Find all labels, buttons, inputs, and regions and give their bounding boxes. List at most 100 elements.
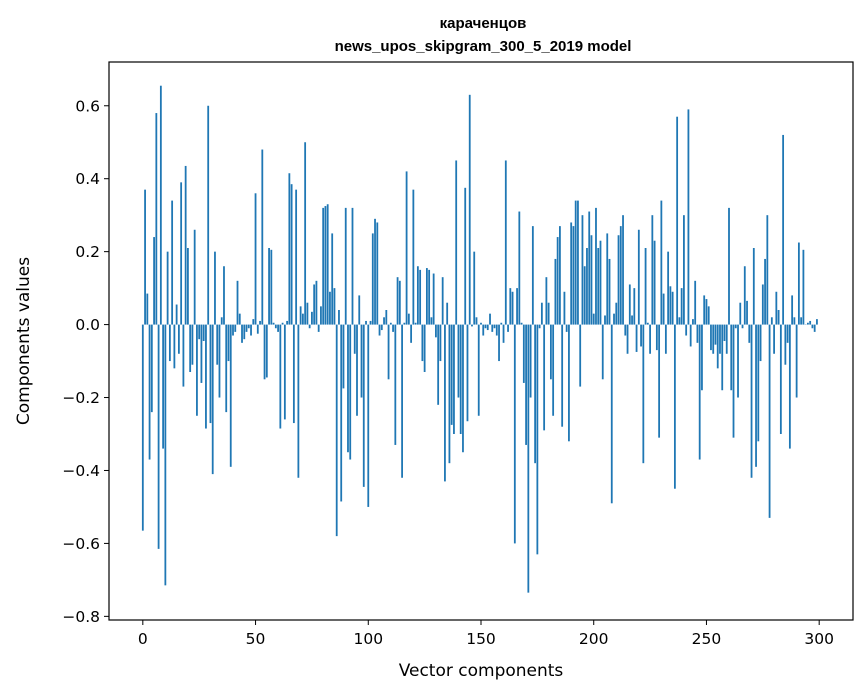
bar-68 [295, 189, 298, 325]
bar-9 [162, 324, 165, 449]
bar-83 [329, 291, 331, 325]
bar-200 [592, 313, 595, 325]
bar-17 [180, 182, 183, 325]
bar-71 [301, 313, 304, 325]
bar-50 [254, 193, 257, 325]
bar-214 [624, 324, 627, 336]
bar-0 [141, 324, 144, 531]
bar-288 [791, 295, 794, 325]
bar-67 [292, 324, 295, 424]
chart-subtitle: news_upos_skipgram_300_5_2019 model [335, 38, 632, 55]
y-tick-label: −0.6 [62, 535, 100, 553]
bar-137 [450, 324, 453, 425]
bar-235 [671, 291, 674, 325]
bar-48 [250, 324, 252, 336]
bar-146 [471, 324, 473, 327]
bar-260 [728, 207, 730, 325]
bar-278 [768, 324, 771, 518]
bar-213 [622, 215, 624, 325]
bar-121 [414, 322, 417, 325]
bar-164 [511, 291, 514, 325]
bar-295 [807, 322, 809, 325]
bar-152 [484, 324, 487, 329]
bar-53 [261, 149, 264, 325]
bar-125 [423, 324, 426, 372]
bar-283 [779, 324, 782, 434]
bar-199 [590, 235, 593, 325]
bar-42 [236, 280, 239, 325]
bar-181 [549, 324, 552, 380]
bar-287 [788, 324, 791, 449]
bar-191 [572, 226, 575, 325]
bar-226 [651, 215, 654, 325]
bar-31 [211, 324, 214, 475]
bar-82 [326, 204, 329, 325]
bar-243 [689, 324, 692, 347]
bar-268 [746, 300, 748, 325]
bar-227 [653, 240, 656, 325]
y-tick-label: −0.8 [62, 608, 100, 626]
bar-78 [317, 324, 320, 332]
y-tick-label: −0.4 [62, 462, 100, 480]
bar-258 [723, 324, 726, 341]
bar-150 [480, 322, 482, 325]
bar-231 [662, 293, 665, 325]
y-tick-label: 0.6 [75, 97, 100, 115]
bar-102 [371, 233, 374, 325]
bar-14 [173, 324, 176, 369]
bar-205 [604, 315, 606, 325]
bar-148 [475, 317, 478, 325]
bar-101 [369, 320, 372, 325]
bar-36 [223, 266, 225, 325]
bar-250 [705, 299, 708, 325]
bar-298 [813, 324, 816, 332]
bar-127 [428, 269, 431, 325]
bar-56 [268, 248, 270, 325]
bar-275 [761, 284, 764, 325]
bar-267 [743, 266, 746, 325]
bar-79 [320, 306, 322, 325]
bar-52 [259, 320, 261, 325]
bar-272 [755, 324, 757, 467]
x-axis-label: Vector components [399, 661, 564, 681]
y-tick-label: −0.2 [62, 389, 100, 407]
bar-234 [669, 286, 672, 325]
bar-198 [588, 211, 591, 325]
bar-16 [177, 324, 180, 354]
bar-114 [398, 280, 401, 325]
bar-107 [383, 317, 385, 325]
bar-85 [333, 288, 336, 325]
bar-281 [775, 291, 778, 325]
bar-251 [707, 306, 710, 325]
bar-22 [191, 324, 194, 365]
bar-261 [730, 324, 733, 391]
bar-100 [367, 324, 370, 507]
bar-280 [773, 324, 775, 354]
bar-264 [737, 324, 739, 398]
bar-155 [491, 324, 494, 332]
bar-145 [468, 94, 471, 325]
bar-29 [207, 105, 210, 325]
bar-34 [218, 324, 221, 398]
bar-92 [349, 324, 352, 460]
bar-44 [241, 324, 243, 343]
bar-215 [626, 324, 629, 354]
bar-203 [599, 240, 602, 325]
x-tick-label: 100 [353, 630, 383, 648]
bar-40 [232, 324, 234, 336]
bar-55 [265, 324, 268, 378]
bar-230 [660, 200, 663, 325]
bar-174 [534, 324, 537, 464]
bar-269 [748, 324, 751, 343]
bar-179 [545, 277, 548, 325]
bar-80 [322, 207, 325, 325]
bar-193 [577, 200, 579, 325]
bar-286 [786, 324, 789, 343]
bars-group [141, 85, 818, 593]
bar-91 [347, 324, 349, 453]
bar-72 [304, 142, 307, 325]
bar-209 [613, 313, 615, 325]
bar-201 [595, 207, 597, 325]
bar-176 [538, 324, 541, 329]
bar-128 [430, 317, 433, 325]
